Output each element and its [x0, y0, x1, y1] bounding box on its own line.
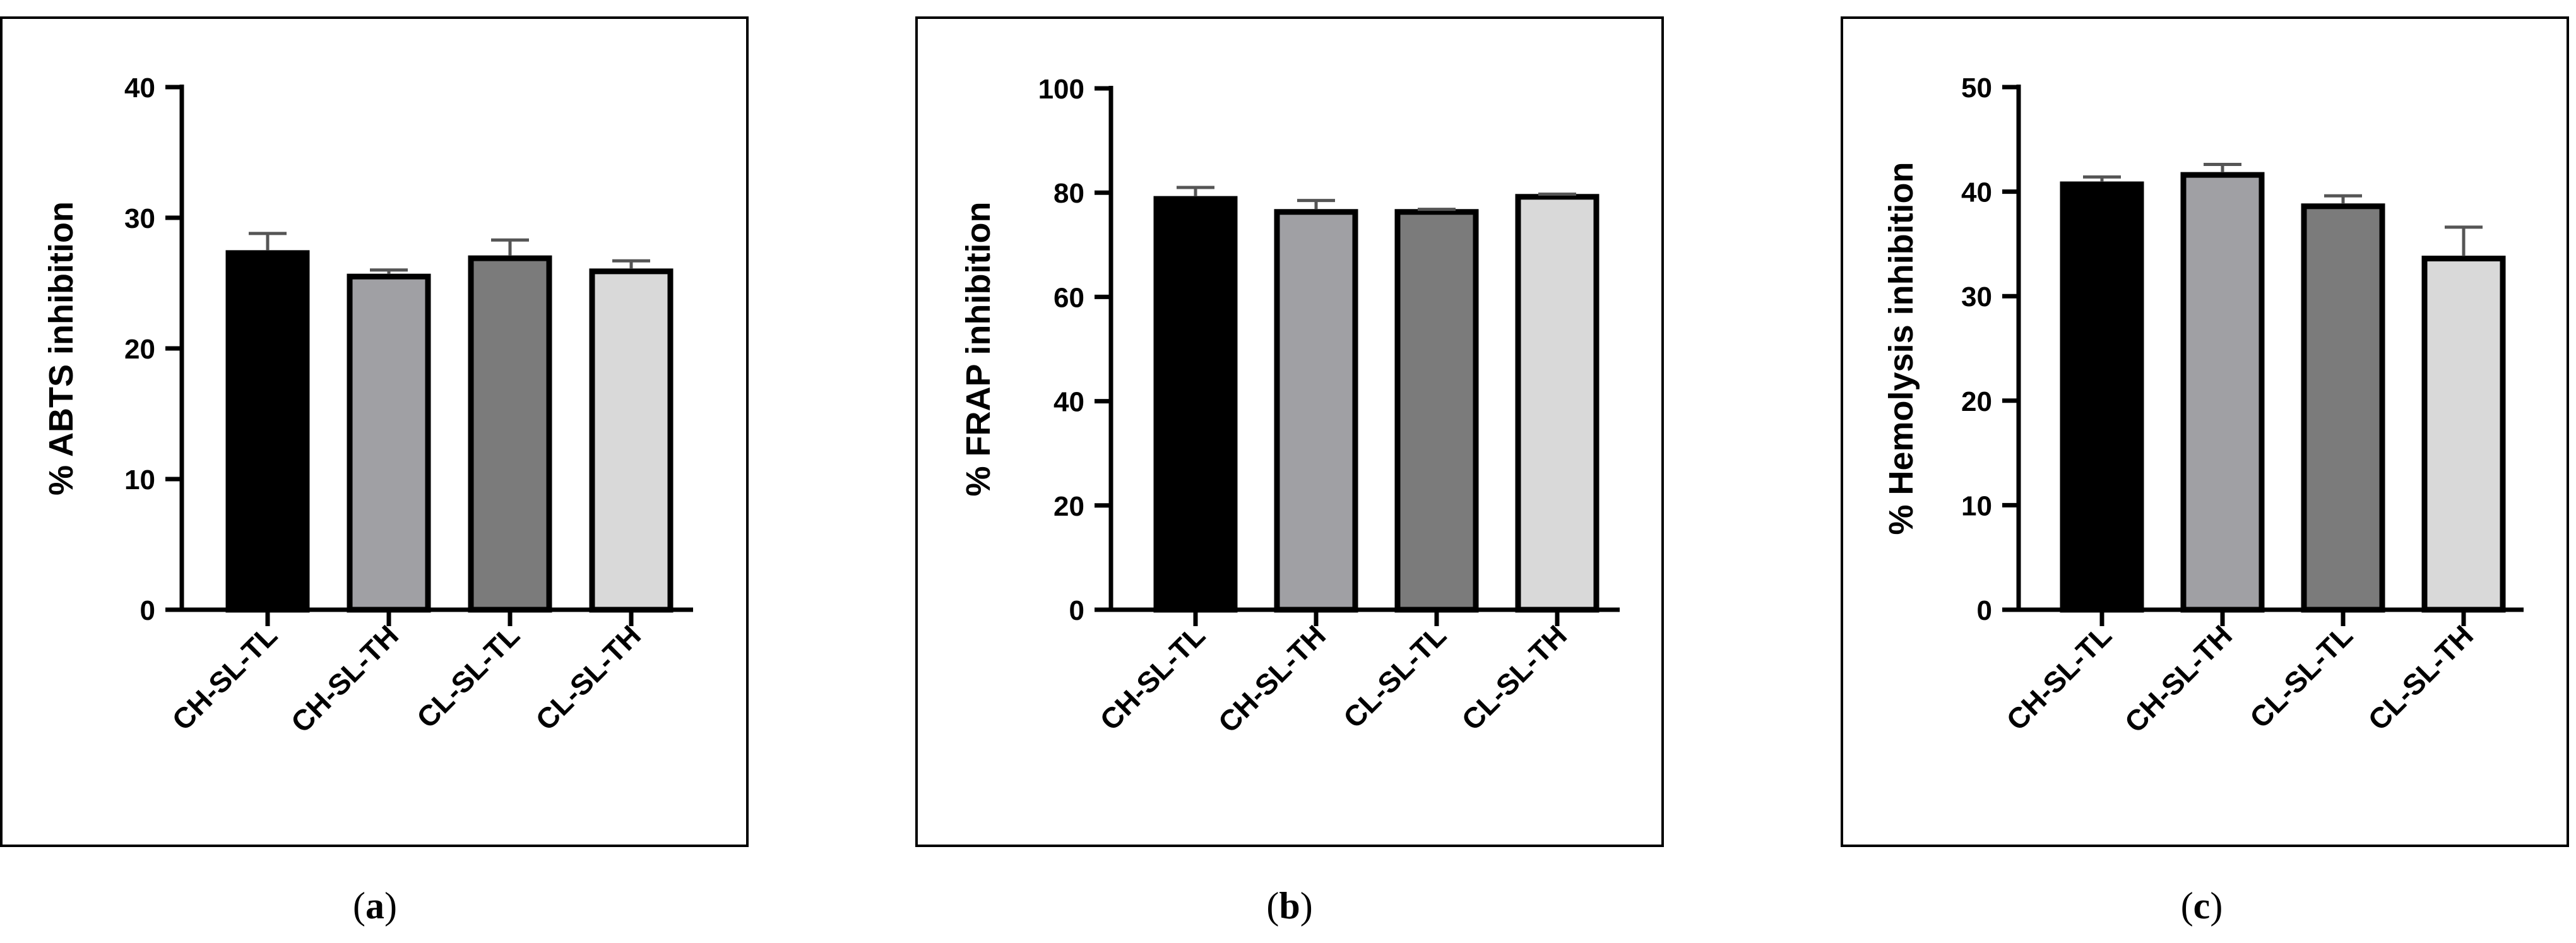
y-tick-label: 40 — [1961, 177, 1992, 208]
y-tick-label: 10 — [124, 465, 155, 495]
y-tick-label: 20 — [1961, 386, 1992, 417]
error-bar — [249, 232, 287, 251]
error-bar — [2445, 225, 2483, 256]
bar-ch-sl-tl — [1153, 196, 1238, 613]
y-tick-label: 50 — [1961, 73, 1992, 104]
bar-cl-sl-th — [1515, 194, 1600, 613]
bar-ch-sl-th — [347, 273, 431, 613]
y-tick-label: 20 — [124, 334, 155, 365]
panel-caption: (c) — [2181, 885, 2223, 927]
bar-ch-sl-th — [2180, 172, 2265, 613]
y-tick-label: 40 — [124, 73, 155, 104]
y-tick-label: 0 — [1977, 595, 1992, 626]
y-tick-label: 0 — [1069, 595, 1084, 626]
error-bar — [1177, 186, 1214, 197]
bar-cl-sl-th — [2421, 256, 2506, 613]
error-bar — [2204, 163, 2241, 173]
bar-cl-sl-tl — [1394, 209, 1479, 613]
bar-cl-sl-th — [589, 268, 674, 613]
y-tick-label: 40 — [1054, 387, 1084, 418]
y-tick-label: 60 — [1054, 282, 1084, 313]
bar-ch-sl-tl — [225, 250, 310, 613]
error-bar — [612, 259, 650, 269]
error-bar — [2083, 175, 2121, 182]
error-bar — [370, 268, 408, 275]
error-bar — [1297, 199, 1335, 210]
y-tick-label: 20 — [1054, 491, 1084, 522]
error-bar — [491, 238, 529, 256]
bar-ch-sl-th — [1274, 209, 1358, 613]
panel-caption: (a) — [353, 885, 397, 927]
bar-cl-sl-tl — [2301, 203, 2385, 613]
y-axis-title: % ABTS inhibition — [42, 201, 80, 495]
bar-cl-sl-tl — [468, 255, 552, 613]
y-axis-title: % FRAP inhibition — [959, 202, 997, 497]
error-bar — [2324, 194, 2362, 204]
y-tick-label: 10 — [1961, 490, 1992, 521]
y-tick-label: 100 — [1038, 74, 1084, 105]
y-tick-label: 0 — [140, 595, 155, 626]
y-axis-title: % Hemolysis inhibition — [1882, 162, 1920, 535]
panel-caption: (b) — [1266, 885, 1312, 927]
y-tick-label: 30 — [124, 203, 155, 234]
bar-ch-sl-tl — [2060, 181, 2144, 613]
y-tick-label: 30 — [1961, 282, 1992, 312]
y-tick-label: 80 — [1054, 178, 1084, 209]
